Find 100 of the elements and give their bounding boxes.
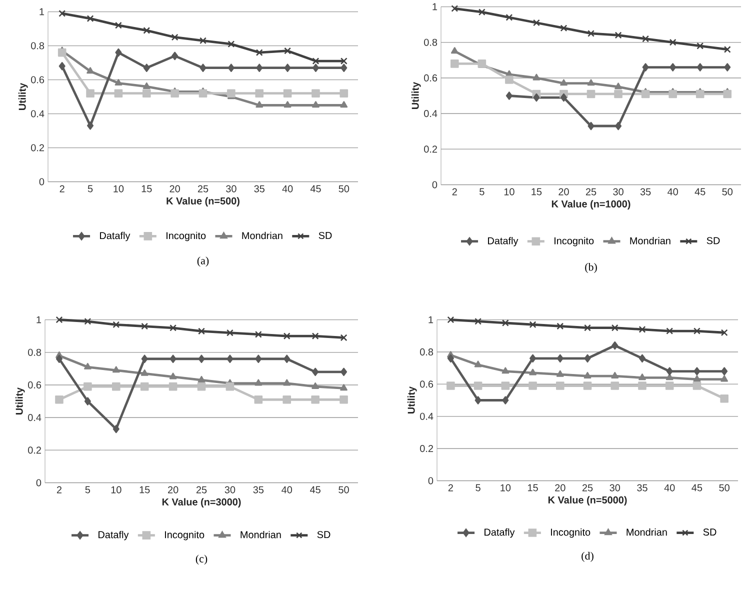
point xyxy=(87,122,94,130)
y-tick-label: 1 xyxy=(40,8,44,16)
text: (a) xyxy=(197,256,209,267)
point xyxy=(666,374,674,380)
text: (c) xyxy=(196,554,208,565)
point xyxy=(588,30,594,38)
point xyxy=(86,67,94,74)
point xyxy=(200,37,206,44)
point xyxy=(114,22,122,29)
point xyxy=(254,331,262,338)
point xyxy=(56,316,63,324)
point xyxy=(84,382,92,391)
point xyxy=(556,382,564,390)
point xyxy=(721,367,728,376)
point xyxy=(642,35,650,42)
point xyxy=(312,58,320,65)
point xyxy=(529,321,536,328)
x-tick-label: 45 xyxy=(310,185,321,192)
point xyxy=(171,34,178,41)
point xyxy=(638,374,646,380)
point xyxy=(556,370,564,378)
legend-label: Datafly xyxy=(484,528,515,538)
point xyxy=(169,372,177,380)
point xyxy=(142,82,150,90)
point xyxy=(450,47,458,54)
point xyxy=(611,372,619,379)
x-tick-label: 2 xyxy=(448,484,453,492)
x-tick-label: 2 xyxy=(452,188,457,196)
x-tick-label: 10 xyxy=(500,484,511,492)
x-tick-label: 5 xyxy=(480,188,484,196)
point xyxy=(172,52,178,60)
x-tick-label: 2 xyxy=(60,185,64,192)
legend-label: Datafly xyxy=(100,232,130,242)
point xyxy=(112,382,120,391)
point xyxy=(720,329,728,336)
x-axis-title: K Value (n=3000) xyxy=(162,498,241,508)
point xyxy=(140,370,148,376)
y-tick-label: 0 xyxy=(432,181,438,188)
x-tick-label: 50 xyxy=(338,185,350,192)
point xyxy=(143,64,150,72)
point xyxy=(501,382,510,390)
x-axis-title: K Value (n=1000) xyxy=(552,200,630,210)
point xyxy=(556,354,564,363)
x-tick-label: 15 xyxy=(140,486,150,494)
text: (b) xyxy=(585,263,597,274)
point xyxy=(142,89,151,98)
point xyxy=(283,332,290,340)
x-tick-label: 25 xyxy=(198,185,208,192)
point xyxy=(692,382,702,390)
point xyxy=(255,354,262,364)
point xyxy=(312,382,320,390)
point xyxy=(312,332,319,340)
point xyxy=(340,58,348,65)
point xyxy=(474,396,482,405)
x-tick-label: 40 xyxy=(668,188,678,196)
point xyxy=(56,354,63,364)
point xyxy=(611,324,618,332)
point xyxy=(586,90,596,98)
legend-label: Mondrian xyxy=(242,232,282,240)
y-tick-label: 0.8 xyxy=(31,42,44,50)
legend-label: Mondrian xyxy=(626,528,667,536)
x-tick-label: 50 xyxy=(719,484,730,492)
point xyxy=(312,368,319,376)
point xyxy=(112,366,120,373)
point xyxy=(446,382,455,390)
point xyxy=(720,394,728,403)
point xyxy=(340,368,348,376)
x-tick-label: 50 xyxy=(338,486,349,494)
point xyxy=(115,48,122,57)
point xyxy=(638,354,646,363)
point xyxy=(282,396,292,404)
x-tick-label: 40 xyxy=(664,484,675,492)
point xyxy=(86,15,94,22)
point xyxy=(528,382,537,390)
point xyxy=(311,396,320,404)
x-tick-label: 25 xyxy=(196,486,207,494)
x-axis-title: K Value (n=5000) xyxy=(548,496,627,506)
point xyxy=(58,62,66,70)
point xyxy=(84,362,92,370)
point xyxy=(533,94,540,102)
point xyxy=(198,354,205,364)
legend-label: SD xyxy=(706,237,720,244)
point xyxy=(666,328,674,335)
y-tick-label: 0.2 xyxy=(28,446,41,454)
point xyxy=(284,354,290,364)
point xyxy=(256,101,264,108)
point xyxy=(666,367,673,376)
y-tick-label: 0.6 xyxy=(28,382,42,389)
point xyxy=(614,82,622,90)
y-axis-title: Utility xyxy=(412,82,421,110)
point xyxy=(254,379,262,386)
point xyxy=(451,5,458,12)
x-tick-label: 25 xyxy=(586,188,596,196)
x-tick-label: 25 xyxy=(582,484,593,492)
x-axis-title: K Value (n=500) xyxy=(166,197,240,207)
y-tick-label: 0 xyxy=(39,178,44,186)
x-tick-label: 5 xyxy=(85,486,90,494)
point xyxy=(638,326,646,334)
point xyxy=(256,64,263,72)
x-tick-label: 2 xyxy=(56,486,62,494)
